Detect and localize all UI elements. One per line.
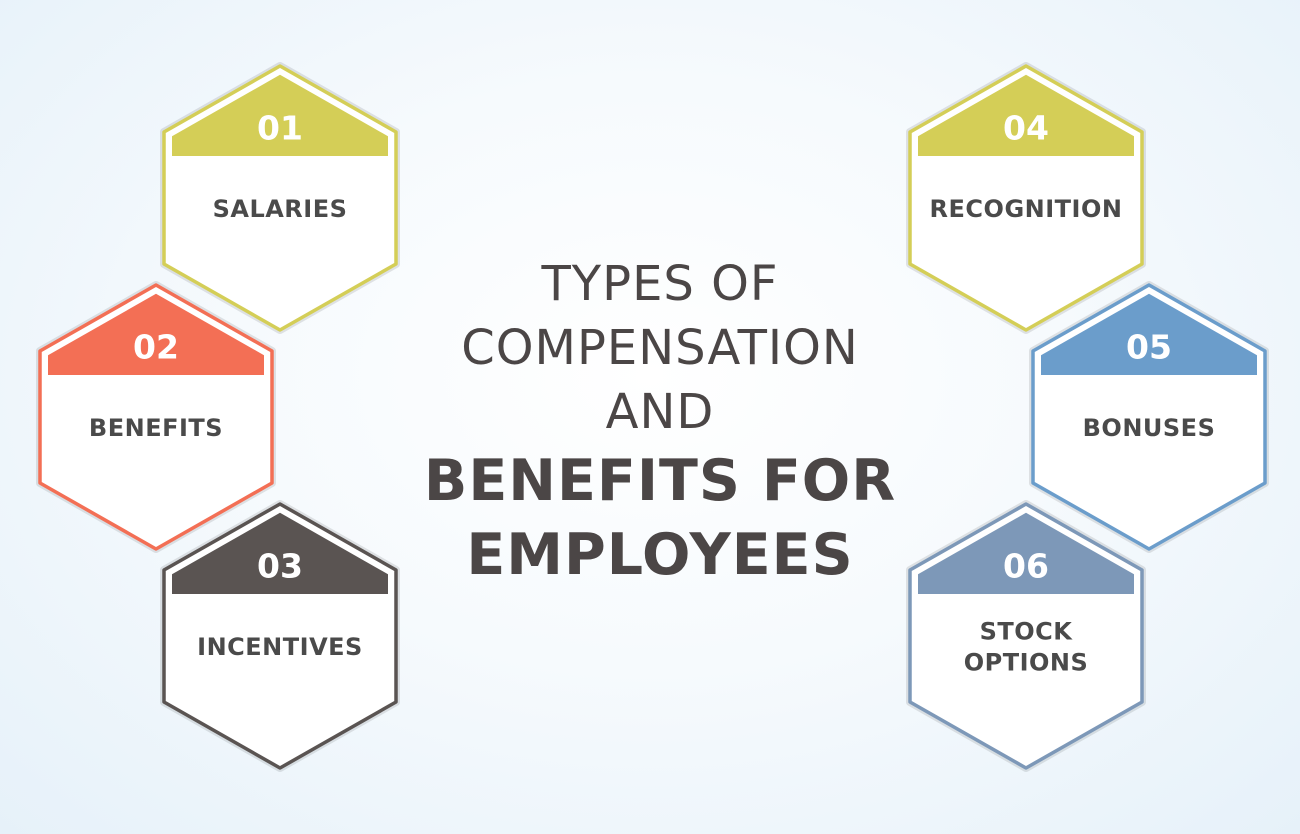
hexagon-item-03: 03 INCENTIVES: [160, 500, 400, 772]
hexagon-number: 01: [257, 109, 303, 148]
hexagon-color-band: [48, 293, 264, 375]
title-line-3: AND: [605, 384, 715, 440]
hexagon-number: 04: [1003, 109, 1049, 148]
diagram-title: TYPES OF COMPENSATION AND BENEFITS FOR E…: [390, 252, 930, 592]
hexagon-color-band: [172, 512, 388, 594]
hexagon-color-band: [918, 74, 1134, 156]
title-line-4: BENEFITS FOR: [423, 448, 897, 514]
hexagon-color-band: [918, 512, 1134, 594]
hexagon-label: RECOGNITION: [930, 195, 1123, 223]
hexagon-number: 05: [1126, 328, 1172, 367]
hexagon-item-04: 04 RECOGNITION: [906, 62, 1146, 334]
hexagon-label: BENEFITS: [89, 414, 223, 442]
title-line-5: EMPLOYEES: [466, 522, 854, 588]
hexagon-number: 03: [257, 547, 303, 586]
hexagon-label: INCENTIVES: [197, 633, 363, 661]
hexagon-item-06: 06 STOCK OPTIONS: [906, 500, 1146, 772]
hexagon-label: OPTIONS: [964, 649, 1089, 677]
title-line-2: COMPENSATION: [461, 320, 859, 376]
hexagon-label: SALARIES: [213, 195, 348, 223]
hexagon-item-05: 05 BONUSES: [1029, 281, 1269, 553]
hexagon-color-band: [1041, 293, 1257, 375]
hexagon-color-band: [172, 74, 388, 156]
hexagon-number: 02: [133, 328, 179, 367]
hexagon-label: STOCK: [980, 618, 1074, 646]
hexagon-label: BONUSES: [1083, 414, 1216, 442]
hexagon-item-02: 02 BENEFITS: [36, 281, 276, 553]
title-line-1: TYPES OF: [541, 256, 779, 312]
hexagon-number: 06: [1003, 547, 1049, 586]
hexagon-item-01: 01 SALARIES: [160, 62, 400, 334]
